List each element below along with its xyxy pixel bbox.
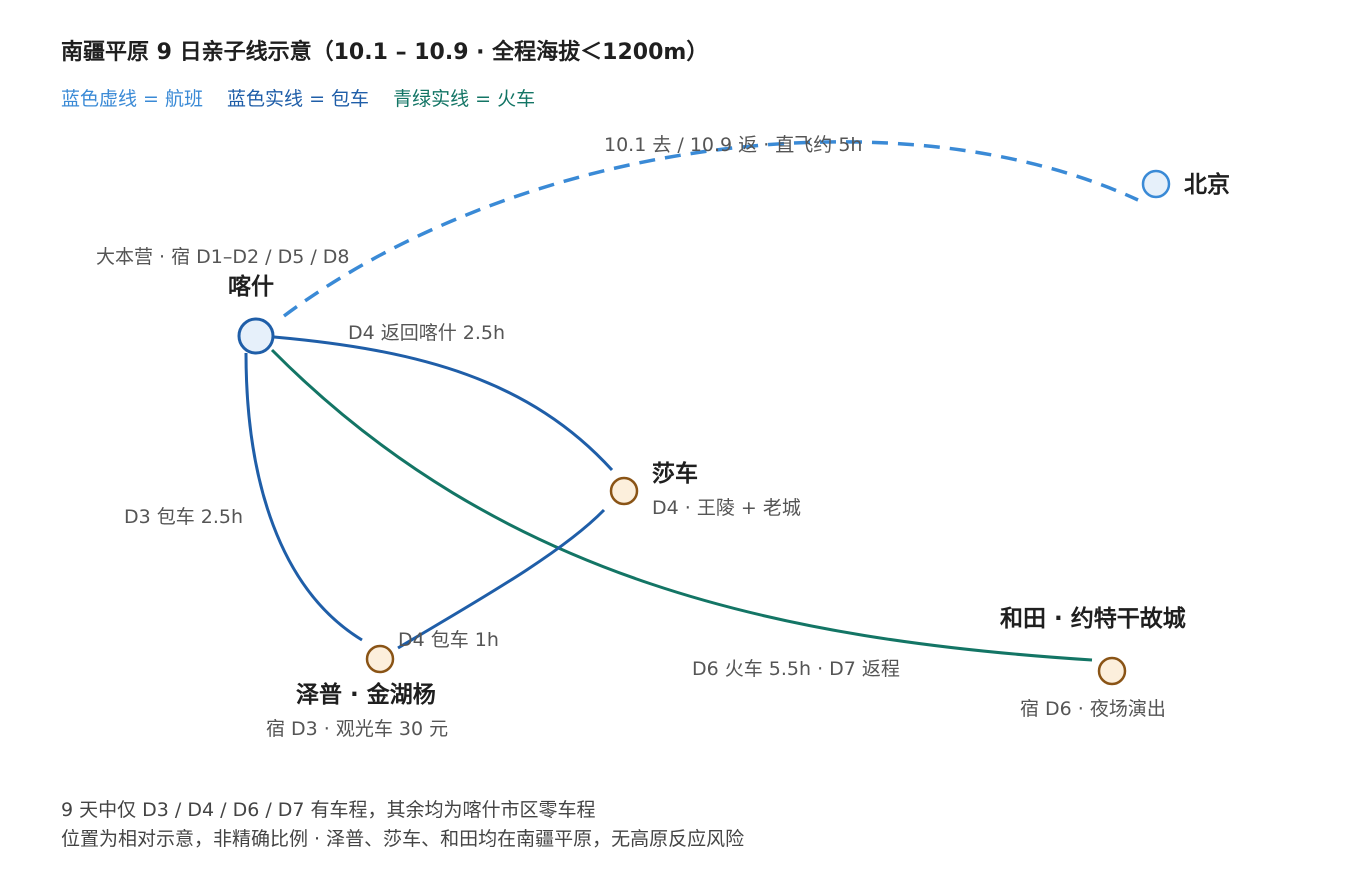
- kashgar-zepu-label: D3 包车 2.5h: [124, 506, 243, 528]
- zepu-shache-label: D4 包车 1h: [398, 629, 499, 651]
- kashgar-label: 喀什: [228, 274, 274, 300]
- footer-line-2: 位置为相对示意，非精确比例 · 泽普、莎车、和田均在南疆平原，无高原反应风险: [61, 828, 745, 850]
- beijing-node: [1141, 169, 1171, 199]
- kashgar-note: 大本营 · 宿 D1–D2 / D5 / D8: [96, 246, 350, 268]
- legend-car: 蓝色实线 = 包车: [227, 88, 370, 110]
- hotan-label: 和田 · 约特干故城: [1000, 605, 1186, 632]
- zepu-label: 泽普 · 金湖杨: [296, 681, 436, 708]
- flight-label: 10.1 去 / 10.9 返 · 直飞约 5h: [604, 134, 862, 156]
- car-route-kashgar-zepu: [244, 352, 363, 642]
- kashgar-shache-label: D4 返回喀什 2.5h: [348, 322, 505, 344]
- footer-line-1: 9 天中仅 D3 / D4 / D6 / D7 有车程，其余均为喀什市区零车程: [61, 799, 596, 821]
- kashgar-hotan-label: D6 火车 5.5h · D7 返程: [692, 658, 900, 680]
- beijing-label: 北京: [1184, 171, 1230, 198]
- shache-node: [609, 476, 639, 506]
- zepu-node: [365, 644, 395, 674]
- legend-train: 青绿实线 = 火车: [393, 88, 536, 110]
- shache-label: 莎车: [652, 460, 698, 487]
- hotan-note: 宿 D6 · 夜场演出: [1020, 698, 1166, 720]
- legend: 蓝色虚线 = 航班 蓝色实线 = 包车 青绿实线 = 火车: [61, 84, 553, 111]
- shache-note: D4 · 王陵 + 老城: [652, 497, 801, 519]
- hotan-node: [1097, 656, 1127, 686]
- car-route-zepu-shache: [397, 508, 606, 650]
- footer-notes: 9 天中仅 D3 / D4 / D6 / D7 有车程，其余均为喀什市区零车程 …: [61, 796, 744, 854]
- legend-flight: 蓝色虚线 = 航班: [61, 88, 203, 110]
- kashgar-node: [237, 317, 275, 355]
- car-route-kashgar-shache: [273, 335, 614, 472]
- page-title: 南疆平原 9 日亲子线示意（10.1 – 10.9 · 全程海拔＜1200m）: [61, 40, 709, 65]
- zepu-note: 宿 D3 · 观光车 30 元: [266, 718, 448, 740]
- flight-route: [282, 140, 1139, 318]
- train-route-kashgar-hotan: [270, 348, 1093, 662]
